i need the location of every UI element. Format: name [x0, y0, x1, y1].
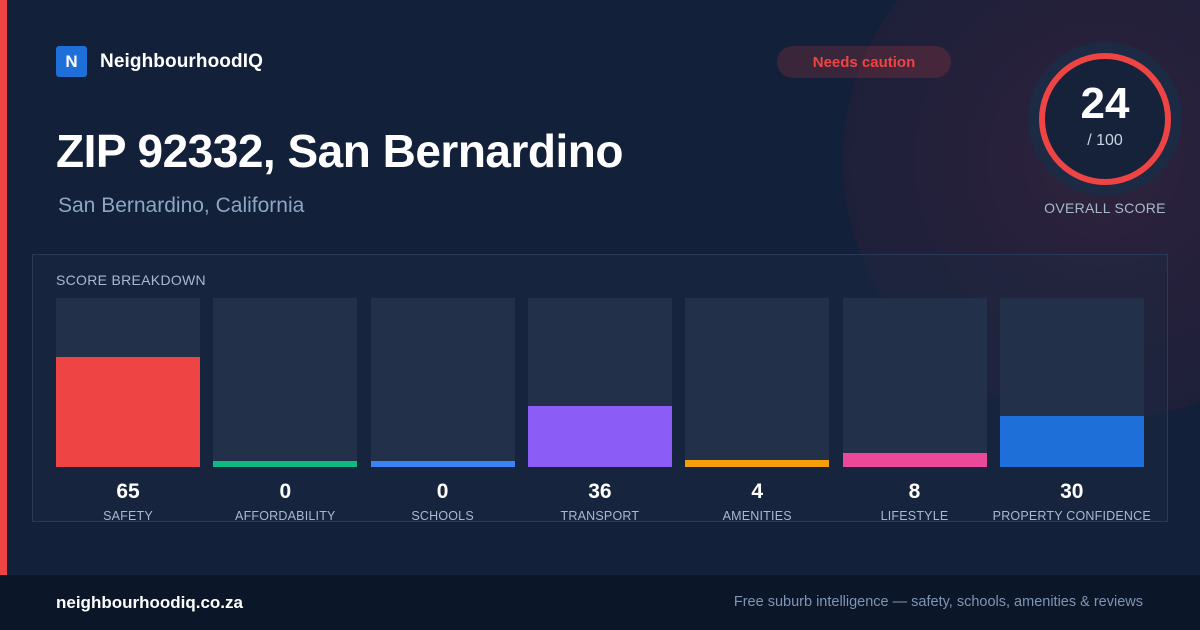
bar-category-label: SCHOOLS [411, 509, 474, 523]
bar-column-amenities: 4 AMENITIES [685, 298, 830, 523]
status-badge: Needs caution [777, 46, 951, 78]
footer: neighbourhoodiq.co.za Free suburb intell… [0, 575, 1200, 630]
breakdown-title: SCORE BREAKDOWN [56, 272, 206, 288]
brand-logo[interactable]: N NeighbourhoodIQ [56, 46, 263, 77]
bar-track [842, 298, 987, 467]
accent-stripe [0, 0, 7, 575]
bar-column-lifestyle: 8 LIFESTYLE [842, 298, 987, 523]
bar-track [56, 298, 200, 467]
bar [213, 461, 358, 467]
bar-category-label: PROPERTY CONFIDENCE [992, 509, 1151, 523]
bar [370, 461, 515, 467]
bar [527, 406, 672, 467]
bar-value-label: 0 [436, 480, 449, 503]
bar-track [527, 298, 672, 467]
score-breakdown-panel: SCORE BREAKDOWN 65 SAFETY 0 AFFORDABILITY 0 S… [32, 254, 1168, 523]
bar-column-schools: 0 SCHOOLS [370, 298, 515, 523]
bar-category-label: LIFESTYLE [880, 509, 949, 523]
bar-column-affordability: 0 AFFORDABILITY [213, 298, 358, 523]
footer-tagline: Free suburb intelligence — safety, schoo… [733, 594, 1143, 610]
overall-score-max: / 100 [1087, 132, 1123, 149]
score-ring-inner [1043, 57, 1167, 181]
bar-category-label: TRANSPORT [560, 509, 640, 523]
brand-name: NeighbourhoodIQ [100, 50, 263, 72]
bar [999, 416, 1144, 467]
bar-value-label: 0 [279, 480, 292, 503]
location-subtitle: San Bernardino, California [58, 194, 305, 217]
bar-track [999, 298, 1144, 467]
logo-mark-icon: N [56, 46, 87, 77]
bar [685, 460, 830, 467]
bar-category-label: AMENITIES [722, 509, 792, 523]
bar [56, 357, 200, 467]
bar-value-label: 8 [908, 480, 921, 503]
bar-column-property-confidence: 30 PROPERTY CONFIDENCE [993, 298, 1151, 523]
bar-value-label: 36 [588, 480, 612, 503]
overall-score-ring: 24 / 100 [1028, 42, 1182, 196]
footer-domain-link[interactable]: neighbourhoodiq.co.za [56, 593, 243, 612]
score-ring-graphic [1028, 42, 1182, 196]
bar-track [213, 298, 358, 467]
bar-value-label: 4 [751, 480, 764, 503]
score-ring-arc [1039, 53, 1171, 185]
overall-score-label: OVERALL SCORE [1044, 200, 1166, 216]
bar-category-label: AFFORDABILITY [235, 509, 336, 523]
bar-column-transport: 36 TRANSPORT [527, 298, 672, 523]
bar [842, 453, 987, 467]
bar-value-label: 30 [1060, 480, 1084, 503]
page-title: ZIP 92332, San Bernardino [56, 125, 624, 177]
bar-track [685, 298, 830, 467]
overall-score-value: 24 [1080, 79, 1130, 128]
bar-track [370, 298, 515, 467]
bar-category-label: SAFETY [103, 509, 153, 523]
bar-column-safety: 65 SAFETY [56, 298, 200, 523]
bar-value-label: 65 [116, 480, 140, 503]
